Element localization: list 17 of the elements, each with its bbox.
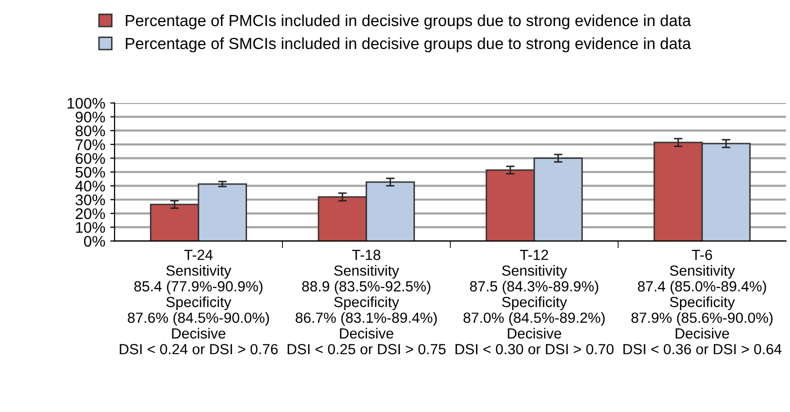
x-tick-label: T-6 Sensitivity 87.4 (85.0%-89.4%) Specificity 87.9% (85.6%-90.0%) Decisive DSI < 0.36 or DSI > 0.64: [623, 250, 782, 354]
y-tick-label: 10%: [76, 222, 105, 233]
y-tick-label: 30%: [76, 194, 105, 206]
x-tick-label: T-18 Sensitivity 88.9 (83.5%-92.5%) Specificity 86.7% (83.1%-89.4%) Decisive DSI < 0.25 or DSI > 0.75: [288, 250, 446, 354]
legend-label: Percentage of PMCIs included in decisive groups due to strong evidence in data: [126, 14, 692, 30]
y-tick-label: 0%: [84, 236, 105, 247]
legend-label: Percentage of SMCIs included in decisive groups due to strong evidence in data: [126, 37, 692, 52]
y-tick-label: 40%: [75, 180, 105, 192]
x-tick-label: T-12 Sensitivity 87.5 (84.3%-89.9%) Specificity 87.0% (84.5%-89.2%) Decisive DSI < 0.30 or DSI > 0.70: [456, 250, 614, 354]
y-tick-label: 80%: [76, 125, 105, 136]
y-tick-label: 60%: [76, 153, 105, 164]
y-tick-label: 50%: [76, 166, 105, 178]
y-tick-label: 90%: [76, 112, 105, 122]
y-tick-label: 70%: [76, 139, 105, 150]
x-tick-label: T-24 Sensitivity 85.4 (77.9%-90.9%) Specificity 87.6% (84.5%-90.0%) Decisive DSI < 0.24 or DSI > 0.76: [120, 250, 278, 354]
y-tick-label: 100%: [68, 98, 105, 109]
y-tick-label: 20%: [76, 208, 105, 220]
